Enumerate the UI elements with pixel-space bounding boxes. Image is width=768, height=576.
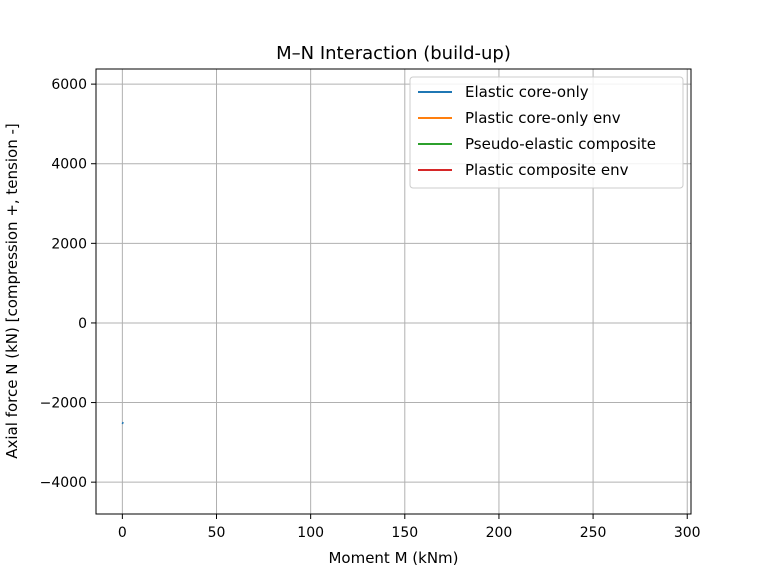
y-tick-label: 2000 [51,236,87,252]
y-tick-label: 0 [78,316,87,332]
x-axis-label: Moment M (kNm) [328,549,458,567]
plot-area-frame [95,68,692,515]
chart-title: M–N Interaction (build-up) [276,43,511,64]
x-tick-label: 250 [580,525,607,541]
x-tick-label: 200 [486,525,513,541]
series-layer [121,421,124,425]
legend: Elastic core-only Plastic core-only env Ps… [409,76,684,189]
x-tick-label: 150 [391,525,418,541]
legend-label: Plastic composite env [465,161,629,179]
y-axis-label: Axial force N (kN) [compression +, tensi… [3,123,21,459]
y-tick-label: 6000 [51,77,87,93]
y-tick-label: −4000 [40,475,87,491]
grid [96,69,691,514]
series-line-0 [121,421,124,425]
legend-label: Plastic core-only env [465,109,621,127]
x-tick-label: 0 [118,525,127,541]
x-tick-label: 100 [297,525,324,541]
legend-label: Elastic core-only [465,83,589,101]
x-tick-label: 300 [674,525,701,541]
y-tick-label: 4000 [51,157,87,173]
y-tick-label: −2000 [40,396,87,412]
legend-label: Pseudo-elastic composite [465,135,656,153]
axis-ticks: 0 50 100 150 200 250 300 6000 4000 2000 0 −2000 −400… [40,77,701,541]
legend-box [409,76,684,189]
x-tick-label: 50 [208,525,226,541]
